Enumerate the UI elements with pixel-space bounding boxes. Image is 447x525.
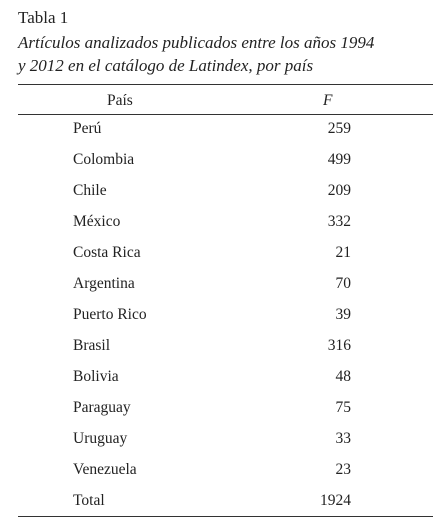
country-cell: Venezuela [73, 461, 137, 478]
country-cell: Brasil [73, 337, 111, 354]
value-cell: 259 [327, 120, 351, 137]
country-cell: Chile [73, 182, 107, 199]
value-cell: 332 [327, 213, 351, 230]
header-cell: País [107, 92, 133, 109]
header-cell: F [323, 92, 333, 109]
country-cell: Paraguay [73, 399, 131, 416]
value-cell: 1924 [320, 492, 351, 509]
value-cell: 70 [335, 275, 352, 292]
rule [18, 84, 433, 85]
table-title: Artículos analizados publicados entre lo… [18, 33, 375, 52]
country-cell: México [73, 213, 121, 230]
value-cell: 48 [335, 368, 352, 385]
country-cell: Total [73, 492, 105, 509]
table-title: y 2012 en el catálogo de Latindex, por p… [18, 56, 314, 75]
country-cell: Bolivia [73, 368, 119, 385]
country-cell: Uruguay [73, 430, 128, 447]
country-cell: Perú [73, 120, 102, 137]
value-cell: 75 [335, 399, 352, 416]
value-cell: 499 [327, 151, 351, 168]
country-cell: Colombia [73, 151, 135, 168]
country-cell: Argentina [73, 275, 135, 292]
table-label: Tabla 1 [18, 8, 69, 27]
value-cell: 209 [327, 182, 351, 199]
value-cell: 21 [335, 244, 352, 261]
rule [18, 114, 433, 115]
country-cell: Costa Rica [73, 244, 141, 261]
value-cell: 33 [335, 430, 352, 447]
value-cell: 39 [335, 306, 352, 323]
value-cell: 23 [335, 461, 352, 478]
value-cell: 316 [327, 337, 351, 354]
country-cell: Puerto Rico [73, 306, 147, 323]
rule [18, 516, 433, 517]
